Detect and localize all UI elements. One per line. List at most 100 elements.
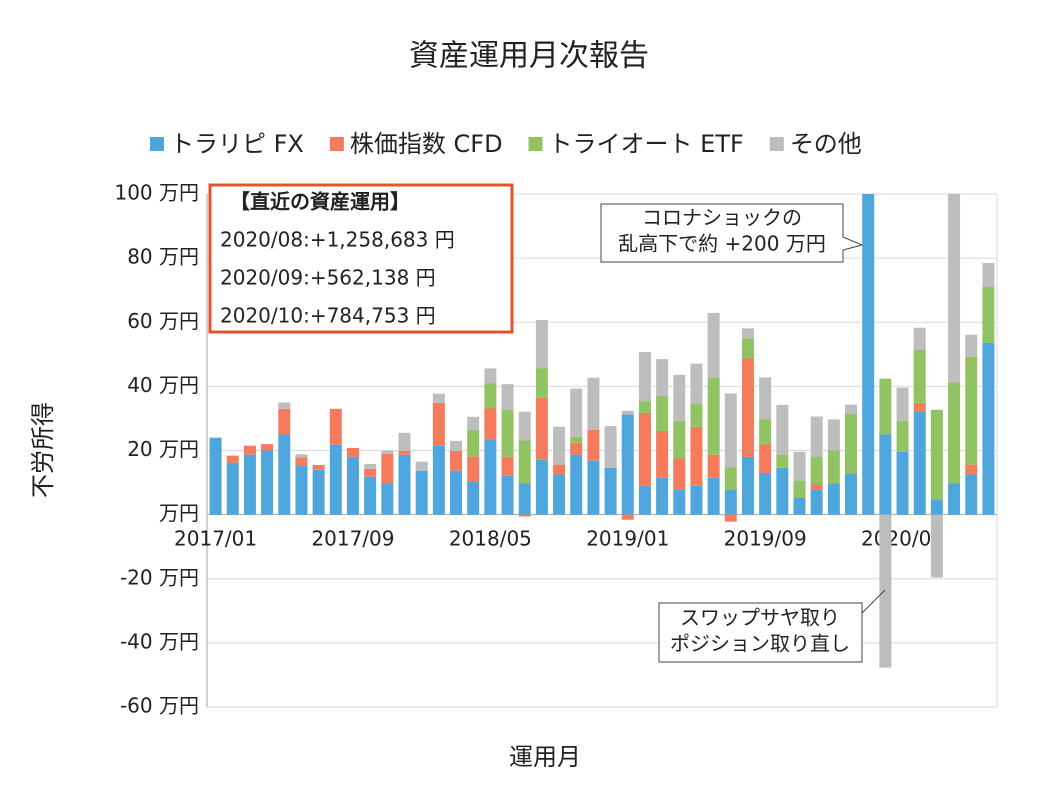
bar-segment (982, 262, 995, 287)
bar-segment (913, 411, 926, 515)
bar-segment (862, 194, 875, 515)
bar-segment (827, 419, 840, 451)
bar-segment (845, 404, 858, 414)
bar-segment (587, 460, 600, 515)
bar-segment (243, 454, 256, 515)
callout-text: コロナショックの (642, 206, 802, 230)
bar-segment (690, 403, 703, 427)
bar-segment (432, 393, 445, 403)
summary-line: 2020/10:+784,753 円 (220, 304, 436, 328)
bar-segment (278, 402, 291, 409)
callout-text: 乱高下で約 +200 万円 (618, 232, 826, 256)
x-tick-label: 2017/01 (174, 527, 257, 551)
bar-segment (690, 363, 703, 404)
bar-segment (656, 477, 669, 515)
bar-segment (759, 444, 772, 473)
bar-segment (810, 456, 823, 485)
legend-label: その他 (790, 130, 862, 158)
summary-line: 2020/09:+562,138 円 (220, 266, 436, 290)
bar-segment (432, 402, 445, 446)
bar-segment (329, 408, 342, 445)
bars (209, 194, 995, 668)
bar-segment (845, 473, 858, 515)
legend-label: 株価指数 CFD (350, 130, 503, 158)
bar-segment (450, 450, 463, 471)
bar-segment (450, 470, 463, 515)
x-tick-label: 2020/05 (861, 527, 944, 551)
y-tick-label: 40 万円 (127, 373, 199, 397)
bar-segment (759, 419, 772, 445)
bar-segment (741, 358, 754, 457)
bar-segment (913, 349, 926, 403)
bar-segment (896, 420, 909, 452)
bar-segment (346, 447, 359, 457)
bar-segment (879, 378, 892, 435)
bar-segment (243, 445, 256, 455)
y-tick-label: 100 万円 (114, 181, 199, 205)
bar-segment (570, 454, 583, 515)
bar-segment (827, 450, 840, 484)
legend-swatch (329, 137, 344, 151)
x-tick-label: 2017/09 (311, 527, 394, 551)
bar-segment (741, 456, 754, 515)
bar-segment (295, 465, 308, 515)
bar-segment (604, 467, 617, 515)
bar-segment (346, 456, 359, 515)
callout-box (600, 203, 864, 263)
bar-segment (484, 408, 497, 440)
x-tick-label: 2019/09 (724, 527, 807, 551)
bar-segment (587, 377, 600, 430)
bar-segment (467, 456, 480, 482)
bar-segment (381, 483, 394, 515)
bar-segment (467, 481, 480, 515)
bar-segment (656, 430, 669, 478)
legend-swatch (150, 137, 164, 151)
bar-segment (261, 444, 274, 451)
bar-segment (810, 416, 823, 457)
bar-segment (364, 468, 377, 477)
bar-segment (724, 514, 737, 522)
bar-segment (278, 434, 291, 515)
bar-segment (518, 483, 531, 515)
bar-segment (913, 327, 926, 350)
bar-segment (553, 474, 566, 515)
bar-segment (261, 450, 274, 515)
bar-segment (209, 437, 222, 515)
bar-segment (982, 342, 995, 515)
bar-segment (484, 368, 497, 384)
bar-segment (638, 352, 651, 402)
bar-segment (741, 328, 754, 339)
bar-segment (535, 320, 548, 369)
bar-segment (312, 464, 325, 470)
bar-segment (793, 480, 806, 498)
bar-segment (621, 514, 634, 520)
bar-segment (432, 445, 445, 515)
bar-segment (673, 458, 686, 490)
bar-segment (295, 457, 308, 466)
bar-segment (518, 514, 531, 517)
bar-segment (484, 439, 497, 515)
bar-segment (278, 408, 291, 435)
legend-swatch (769, 137, 784, 151)
bar-segment (501, 456, 514, 476)
callout-text: スワップサヤ取り (680, 606, 840, 630)
bar-segment (467, 429, 480, 457)
bar-segment (707, 454, 720, 478)
bar-segment (295, 454, 308, 458)
bar-segment (776, 467, 789, 515)
legend-swatch (528, 137, 543, 151)
x-tick-label: 2019/01 (586, 527, 669, 551)
y-tick-label: 万円 (159, 501, 199, 525)
bar-segment (948, 382, 961, 484)
grid: -60 万円 -40 万円 -20 万円 万円 20 万円 40 万円 60 万円 80 万円… (114, 181, 998, 718)
y-tick-label: -20 万円 (120, 565, 199, 589)
bar-segment (707, 312, 720, 378)
bar-segment (690, 426, 703, 486)
bar-segment (656, 359, 669, 396)
bar-segment (879, 514, 892, 668)
x-axis-label: 運用月 (509, 743, 581, 771)
bar-segment (535, 368, 548, 398)
bar-segment (724, 393, 737, 468)
bar-segment (690, 485, 703, 515)
y-tick-label: 80 万円 (127, 245, 199, 269)
